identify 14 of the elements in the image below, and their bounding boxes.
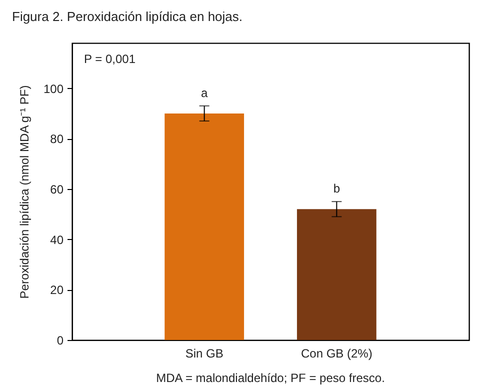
chart-title: Figura 2. Peroxidación lipídica en hojas. [12, 9, 243, 24]
annotation: a [200, 86, 208, 100]
y-tick-label: 80 [50, 132, 64, 146]
text: MDA = malondialdehído; PF = peso fresco. [156, 371, 385, 385]
y-tick-label: 60 [50, 182, 64, 196]
y-tick-label: 100 [43, 82, 64, 96]
y-tick-label: 20 [50, 283, 64, 298]
y-tick-label: 40 [50, 232, 64, 247]
annotation: P = 0,001 [84, 52, 136, 66]
x-tick-label: Con GB (2%) [300, 346, 372, 360]
annotation: b [333, 182, 340, 196]
y-tick-label: 0 [56, 334, 64, 348]
x-tick-label: Sin GB [185, 346, 224, 360]
y-axis-title: Peroxidación lipídica (nmol MDA g⁻¹ PF) [17, 85, 32, 299]
